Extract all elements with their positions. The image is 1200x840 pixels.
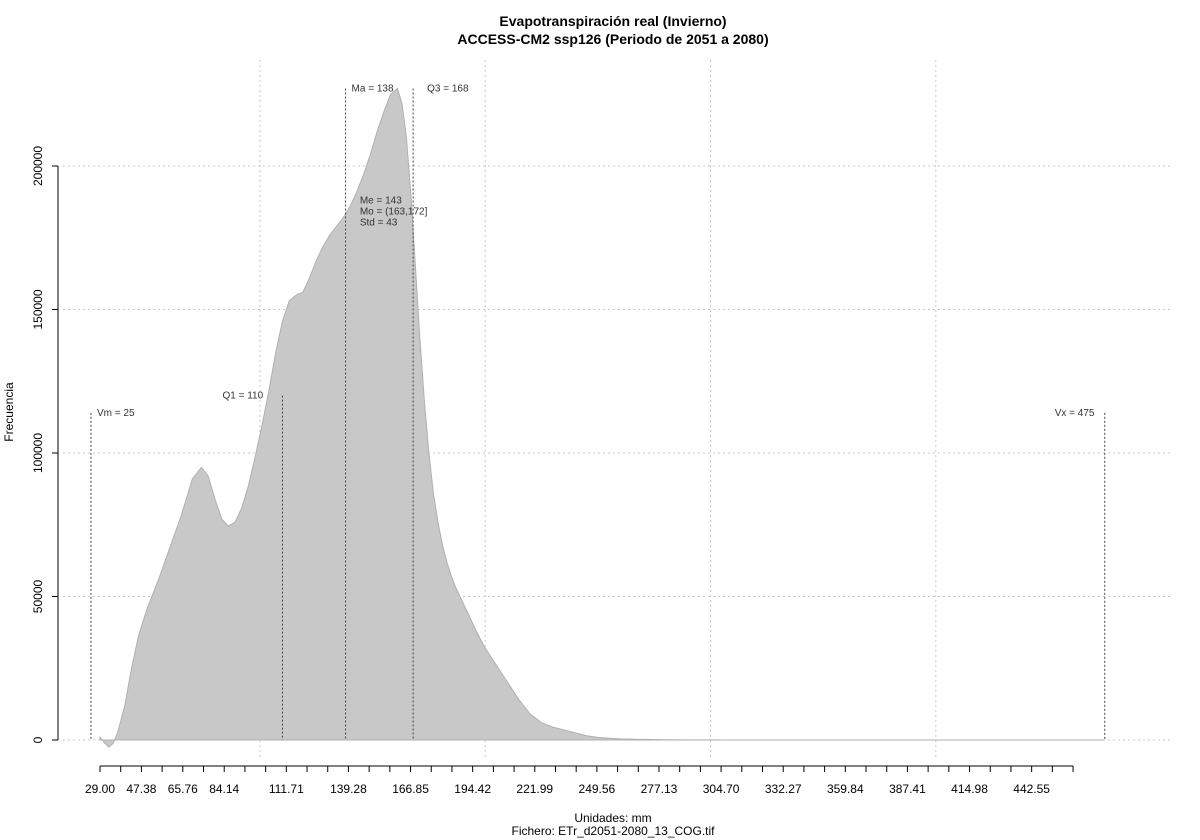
reference-label: Q3 = 168 <box>427 84 469 95</box>
chart-subtitle: ACCESS-CM2 ssp126 (Periodo de 2051 a 208… <box>457 31 768 47</box>
x-tick-label: 249.56 <box>579 782 616 796</box>
x-tick-label: 29.00 <box>85 782 115 796</box>
x-tick-label: 65.76 <box>168 782 198 796</box>
plot-area: Vm = 25 Q1 = 110 Ma = 138 Q3 = 168 Vx = 475 M… <box>31 60 1170 796</box>
y-axis-label: Frecuencia <box>2 382 16 442</box>
y-tick-label: 100000 <box>31 433 45 473</box>
x-tick-label: 387.41 <box>889 782 926 796</box>
x-tick-label: 332.27 <box>765 782 802 796</box>
file-caption: Fichero: ETr_d2051-2080_13_COG.tif <box>512 824 716 838</box>
y-tick-label: 0 <box>31 736 45 743</box>
x-tick-label: 359.84 <box>827 782 864 796</box>
x-tick-label: 221.99 <box>516 782 553 796</box>
density-area <box>99 87 1105 748</box>
reference-label: Vm = 25 <box>97 408 135 419</box>
x-tick-label: 414.98 <box>951 782 988 796</box>
x-tick-label: 111.71 <box>269 782 304 796</box>
y-tick-label: 150000 <box>31 289 45 329</box>
reference-label: Vx = 475 <box>1055 408 1095 419</box>
stats-label: Mo = (163,172] <box>360 206 428 217</box>
x-tick-label: 442.55 <box>1013 782 1050 796</box>
x-tick-label: 277.13 <box>641 782 678 796</box>
reference-label: Ma = 138 <box>352 84 394 95</box>
reference-label: Q1 = 110 <box>222 391 263 402</box>
y-tick-label: 50000 <box>31 579 45 613</box>
x-tick-label: 139.28 <box>330 782 367 796</box>
chart-title: Evapotranspiración real (Invierno) <box>499 13 726 29</box>
x-tick-label: 47.38 <box>126 782 156 796</box>
x-tick-label: 166.85 <box>392 782 429 796</box>
stats-label: Std = 43 <box>360 217 398 228</box>
x-axis-label: Unidades: mm <box>574 811 651 825</box>
x-tick-label: 84.14 <box>209 782 239 796</box>
y-tick-label: 200000 <box>31 146 45 186</box>
x-tick-label: 304.70 <box>703 782 740 796</box>
x-tick-label: 194.42 <box>454 782 491 796</box>
stats-label: Me = 143 <box>360 195 402 206</box>
